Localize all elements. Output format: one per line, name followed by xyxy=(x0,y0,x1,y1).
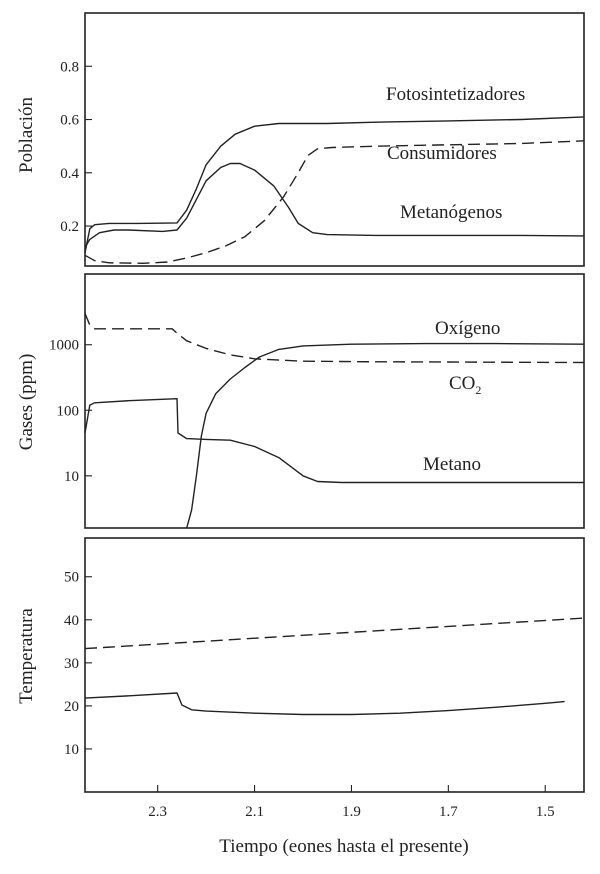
series-line-oxigeno xyxy=(186,342,585,529)
y-tick-label: 0.2 xyxy=(60,219,79,235)
series-label-consumidores: Consumidores xyxy=(387,143,497,164)
series-line-fotosintetizadores xyxy=(84,116,585,253)
y-tick-label: 100 xyxy=(57,403,80,419)
panel-temperatura: 10 20 30 40 50 Temperatura xyxy=(16,537,585,793)
y-axis-label: Temperatura xyxy=(16,608,37,704)
series-label-co2: CO2 xyxy=(449,373,481,397)
co2-subscript: 2 xyxy=(475,383,481,397)
plot-lines xyxy=(84,313,585,529)
y-axis-ticks: 0.2 0.4 0.6 0.8 xyxy=(60,59,92,235)
y-tick-label: 0.6 xyxy=(60,113,79,129)
x-tick-label: 2.3 xyxy=(148,804,167,820)
series-label-fotosintetizadores: Fotosintetizadores xyxy=(386,84,525,105)
x-tick-label: 1.9 xyxy=(342,804,361,820)
y-tick-label: 10 xyxy=(64,742,79,758)
series-line-solid xyxy=(84,692,565,716)
y-tick-label: 0.4 xyxy=(60,166,79,182)
x-axis-label: Tiempo (eones hasta el presente) xyxy=(219,836,468,857)
plot-lines xyxy=(84,116,585,264)
panel-poblacion: 0.2 0.4 0.6 0.8 Población Fotosintetizadore… xyxy=(16,12,585,267)
series-line-metanogenos xyxy=(84,162,585,248)
co2-base: CO xyxy=(449,373,475,394)
x-tick-label: 1.7 xyxy=(439,804,458,820)
x-tick-label: 1.5 xyxy=(536,804,555,820)
x-tick-label: 2.1 xyxy=(245,804,264,820)
series-line-consumidores xyxy=(84,140,585,264)
panel-frame xyxy=(84,537,585,793)
y-tick-label: 30 xyxy=(64,656,79,672)
y-tick-label: 40 xyxy=(64,613,79,629)
y-axis-label: Gases (ppm) xyxy=(16,354,37,451)
y-tick-label: 10 xyxy=(64,469,79,485)
y-tick-label: 0.8 xyxy=(60,59,79,75)
series-line-dashed xyxy=(84,617,585,650)
plot-lines xyxy=(84,617,585,716)
y-axis-ticks: 10 20 30 40 50 xyxy=(64,570,92,758)
series-label-metano: Metano xyxy=(423,454,481,475)
series-label-metanogenos: Metanógenos xyxy=(400,202,502,223)
panel-frame xyxy=(84,273,585,529)
x-axis-ticks: 2.3 2.1 1.9 1.7 1.5 xyxy=(148,785,555,820)
y-tick-label: 50 xyxy=(64,570,79,586)
panel-gases: 10 100 1000 Gases (ppm) Oxígeno CO2 Metano xyxy=(16,273,585,529)
y-tick-label: 1000 xyxy=(49,338,79,354)
y-axis-label: Población xyxy=(16,97,37,173)
series-label-oxigeno: Oxígeno xyxy=(435,318,500,339)
series-line-metano xyxy=(84,398,584,484)
series-line-co2 xyxy=(84,313,585,364)
y-axis-ticks: 10 100 1000 xyxy=(49,338,92,485)
y-tick-label: 20 xyxy=(64,699,79,715)
panel-frame xyxy=(84,12,585,267)
